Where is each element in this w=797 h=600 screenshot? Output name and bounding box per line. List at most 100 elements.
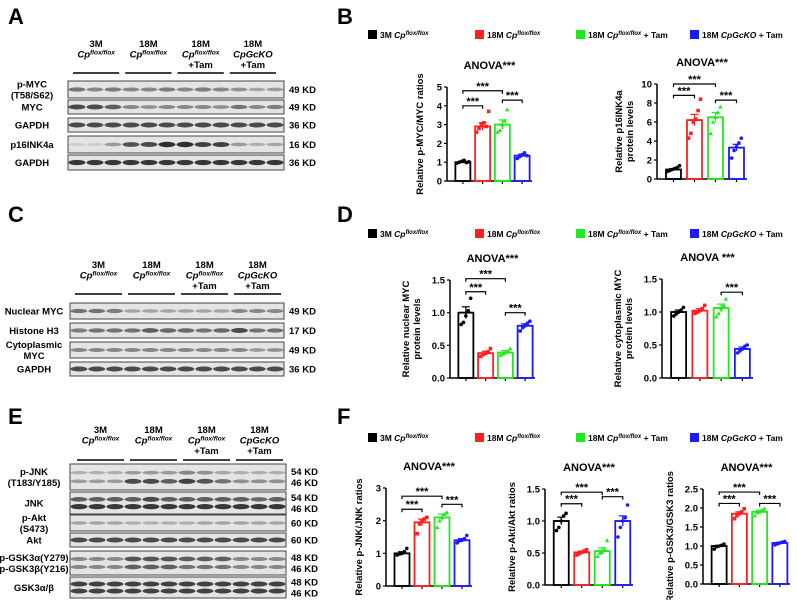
blot-band bbox=[106, 348, 123, 352]
data-point bbox=[713, 115, 718, 120]
blot-band bbox=[232, 479, 250, 484]
bar bbox=[474, 125, 492, 182]
group-genotype: Cpflox/flox bbox=[135, 436, 173, 447]
data-point bbox=[579, 550, 584, 555]
blot-label: Nuclear MYC bbox=[5, 307, 64, 318]
blot-row: Akt 60 KD bbox=[26, 532, 318, 548]
blot-band bbox=[124, 348, 141, 352]
significance-bracket bbox=[672, 83, 717, 87]
group-tam: +Tam bbox=[245, 281, 269, 292]
blot-band bbox=[196, 556, 214, 562]
y-axis-label: Relative p-Akt/Akt ratios bbox=[507, 482, 518, 592]
legend-swatch bbox=[690, 433, 699, 442]
blot-label: GAPDH bbox=[15, 158, 49, 169]
data-point bbox=[442, 511, 447, 516]
blot-label: GSK3α/β bbox=[14, 583, 54, 594]
blot-band bbox=[176, 122, 194, 128]
blot-band bbox=[68, 104, 86, 110]
bar bbox=[751, 510, 769, 585]
data-point bbox=[693, 117, 698, 121]
significance-bracket bbox=[720, 291, 743, 296]
data-point bbox=[488, 346, 493, 351]
blot-strip bbox=[67, 80, 285, 99]
blot-band bbox=[266, 159, 284, 166]
bar bbox=[516, 324, 534, 379]
blot-band bbox=[158, 87, 176, 92]
blot-band bbox=[124, 564, 142, 570]
blot-band bbox=[160, 521, 178, 525]
group-genotype: Cpflox/flox bbox=[186, 271, 224, 282]
data-point bbox=[577, 551, 582, 556]
blot-band bbox=[88, 497, 106, 502]
y-axis-label: protein levels bbox=[625, 101, 636, 162]
data-point bbox=[559, 519, 564, 523]
data-point bbox=[722, 542, 726, 546]
blot-band bbox=[232, 497, 250, 502]
blot-band bbox=[196, 521, 214, 525]
blot-band bbox=[196, 588, 214, 594]
data-point bbox=[708, 131, 713, 136]
group-genotype: Cpflox/flox bbox=[182, 50, 220, 61]
blot-band bbox=[250, 557, 268, 561]
y-tick-label: 1.0 bbox=[644, 308, 657, 319]
blot-band bbox=[177, 309, 195, 313]
blot-band bbox=[88, 479, 106, 484]
data-point bbox=[700, 306, 705, 311]
blot-strip bbox=[69, 361, 285, 377]
blot-band bbox=[176, 87, 194, 92]
chart-title: ANOVA *** bbox=[680, 252, 735, 264]
bar bbox=[691, 309, 709, 379]
blot-band bbox=[177, 328, 195, 333]
data-point bbox=[721, 303, 726, 308]
blot-band bbox=[250, 504, 268, 510]
blot-band bbox=[248, 105, 266, 109]
blot-band bbox=[106, 328, 123, 333]
data-point bbox=[439, 515, 445, 520]
chart-title: ANOVA*** bbox=[403, 461, 455, 473]
legend-item: 18M Cpflox/flox bbox=[475, 433, 541, 443]
legend-swatch bbox=[475, 229, 484, 238]
data-point bbox=[742, 506, 746, 511]
data-point bbox=[444, 510, 449, 515]
blot-band bbox=[124, 478, 142, 484]
legend-swatch bbox=[576, 433, 585, 442]
blot-strip bbox=[69, 532, 287, 548]
group-tam: +Tam bbox=[188, 60, 212, 71]
data-point bbox=[500, 351, 506, 356]
group-genotype: Cpflox/flox bbox=[130, 50, 168, 61]
blot-band bbox=[230, 104, 248, 110]
bar bbox=[614, 520, 632, 586]
data-point bbox=[495, 129, 500, 134]
blot-strip bbox=[69, 341, 285, 359]
blot-label: GAPDH bbox=[17, 365, 51, 376]
data-point bbox=[522, 151, 527, 155]
bar bbox=[413, 521, 431, 587]
y-tick-label: 1 bbox=[376, 549, 382, 560]
data-point bbox=[417, 522, 422, 526]
data-point bbox=[695, 310, 700, 314]
genotype-gene: Cp bbox=[82, 436, 95, 447]
legend-swatch bbox=[368, 30, 377, 39]
data-point bbox=[402, 549, 407, 554]
blot-band bbox=[268, 557, 286, 561]
bar-chart: 0.0 0.5 1.0 1.5 2.0 2.5 Relative p-GSK3/GSK3 r… bbox=[665, 462, 790, 600]
data-point bbox=[689, 131, 693, 136]
data-point bbox=[465, 533, 469, 538]
blot-strip bbox=[69, 491, 287, 515]
data-point bbox=[455, 541, 460, 545]
y-tick-label: 1 bbox=[437, 158, 443, 169]
blot-band bbox=[212, 87, 230, 92]
blot-band bbox=[159, 348, 177, 352]
blot-band bbox=[88, 470, 106, 475]
genotype-gene: Cp bbox=[182, 50, 195, 61]
blot-band bbox=[266, 348, 284, 352]
blot-band bbox=[70, 521, 88, 525]
significance-label: *** bbox=[678, 85, 692, 97]
legend-label: 18M CpGcKO + Tam bbox=[702, 433, 783, 443]
blot-band bbox=[250, 588, 268, 594]
blot-band bbox=[70, 588, 88, 594]
